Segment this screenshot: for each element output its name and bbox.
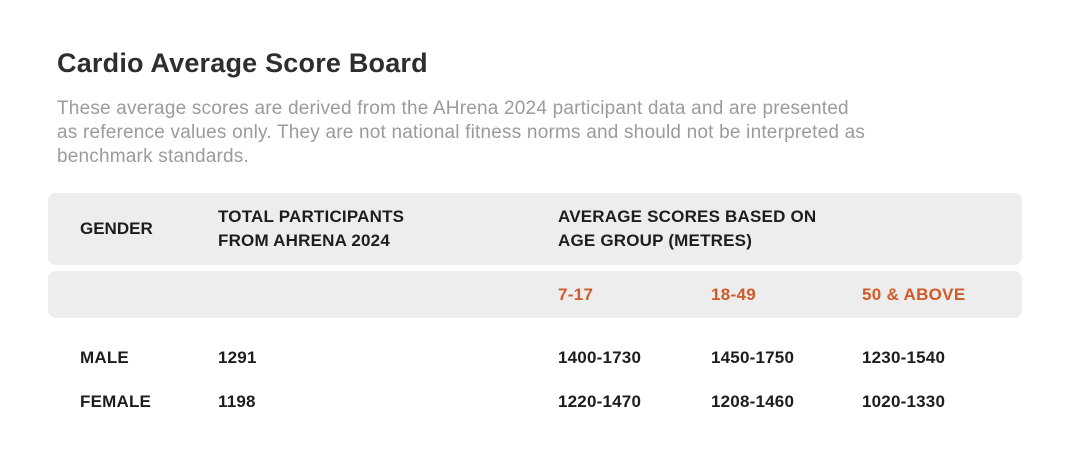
age-group-header-row: 7-17 18-49 50 & ABOVE	[48, 271, 1022, 318]
score-range-18-49: 1208-1460	[711, 392, 795, 411]
score-range-7-17: 1400-1730	[558, 348, 642, 367]
header-scores-line-1: AVERAGE SCORES BASED ON	[558, 207, 817, 226]
gender-value: MALE	[80, 348, 129, 367]
score-range-18-49: 1450-1750	[711, 348, 795, 367]
score-range-50-above: 1230-1540	[862, 348, 946, 367]
header-average-scores: AVERAGE SCORES BASED ON AGE GROUP (METRE…	[558, 205, 1022, 253]
disclaimer-line-2: as reference values only. They are not n…	[57, 122, 866, 143]
score-table: GENDER TOTAL PARTICIPANTS FROM AHRENA 20…	[48, 193, 1022, 424]
score-range-7-17: 1220-1470	[558, 392, 642, 411]
table-header-row: GENDER TOTAL PARTICIPANTS FROM AHRENA 20…	[48, 193, 1022, 265]
age-group-50-above: 50 & ABOVE	[862, 284, 966, 304]
gender-value: FEMALE	[80, 392, 152, 411]
disclaimer-line-3: benchmark standards.	[57, 146, 249, 167]
total-participants-value: 1291	[218, 348, 257, 367]
disclaimer-line-1: These average scores are derived from th…	[57, 98, 849, 119]
header-total-line-2: FROM AHRENA 2024	[218, 231, 390, 250]
header-scores-line-2: AGE GROUP (METRES)	[558, 231, 753, 250]
table-row-female: FEMALE 1198 1220-1470 1208-1460 1020-133…	[48, 380, 1022, 424]
age-group-7-17: 7-17	[558, 284, 594, 304]
score-range-50-above: 1020-1330	[862, 392, 946, 411]
header-total-line-1: TOTAL PARTICIPANTS	[218, 207, 405, 226]
header-gender: GENDER	[80, 219, 153, 238]
total-participants-value: 1198	[218, 392, 256, 411]
page-title: Cardio Average Score Board	[57, 48, 428, 78]
header-total-participants: TOTAL PARTICIPANTS FROM AHRENA 2024	[218, 205, 558, 253]
table-row-male: MALE 1291 1400-1730 1450-1750 1230-1540	[48, 336, 1022, 380]
age-group-18-49: 18-49	[711, 284, 756, 304]
disclaimer-text: These average scores are derived from th…	[57, 97, 1037, 169]
